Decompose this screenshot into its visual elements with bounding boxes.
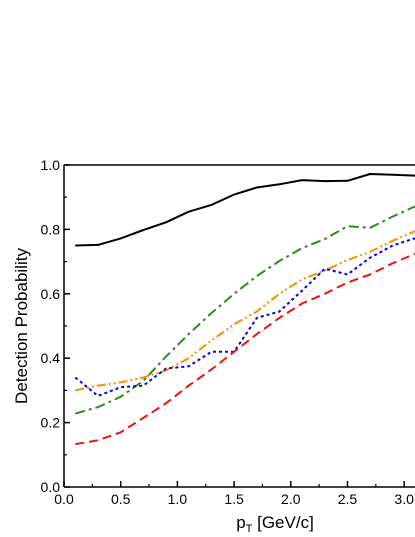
series-line-1 (75, 173, 415, 247)
series-layer (74, 173, 415, 446)
y-tick-label: 0.6 (41, 286, 61, 302)
x-ticks: 0.0 0.5 1.0 1.5 2.0 2.5 3.0 (54, 481, 414, 507)
x-axis-title: pT [GeV/c] (236, 513, 314, 535)
x-tick-label: 2.0 (281, 491, 301, 507)
series-line-5 (75, 252, 415, 446)
y-ticks: 0.0 0.2 0.4 0.6 0.8 1.0 (41, 157, 70, 495)
series-line-3 (75, 230, 415, 392)
x-tick-label: 3.0 (394, 491, 414, 507)
y-tick-label: 1.0 (41, 157, 61, 173)
x-tick-label: 1.0 (168, 491, 188, 507)
y-axis-title: Detection Probability (12, 248, 31, 404)
y-tick-label: 0.0 (41, 479, 61, 495)
x-tick-label: 0.0 (54, 491, 74, 507)
x-tick-label: 2.5 (338, 491, 358, 507)
y-tick-label: 0.4 (41, 350, 61, 366)
x-axis-title-rest: [GeV/c] (252, 513, 313, 532)
series-line-2 (75, 205, 415, 415)
y-tick-label: 0.2 (41, 415, 61, 431)
x-tick-label: 1.5 (224, 491, 244, 507)
x-tick-label: 0.5 (111, 491, 131, 507)
x-axis-title-main: p (236, 513, 245, 532)
y-tick-label: 0.8 (41, 221, 61, 237)
x-axis-title-subscript: T (246, 523, 253, 535)
